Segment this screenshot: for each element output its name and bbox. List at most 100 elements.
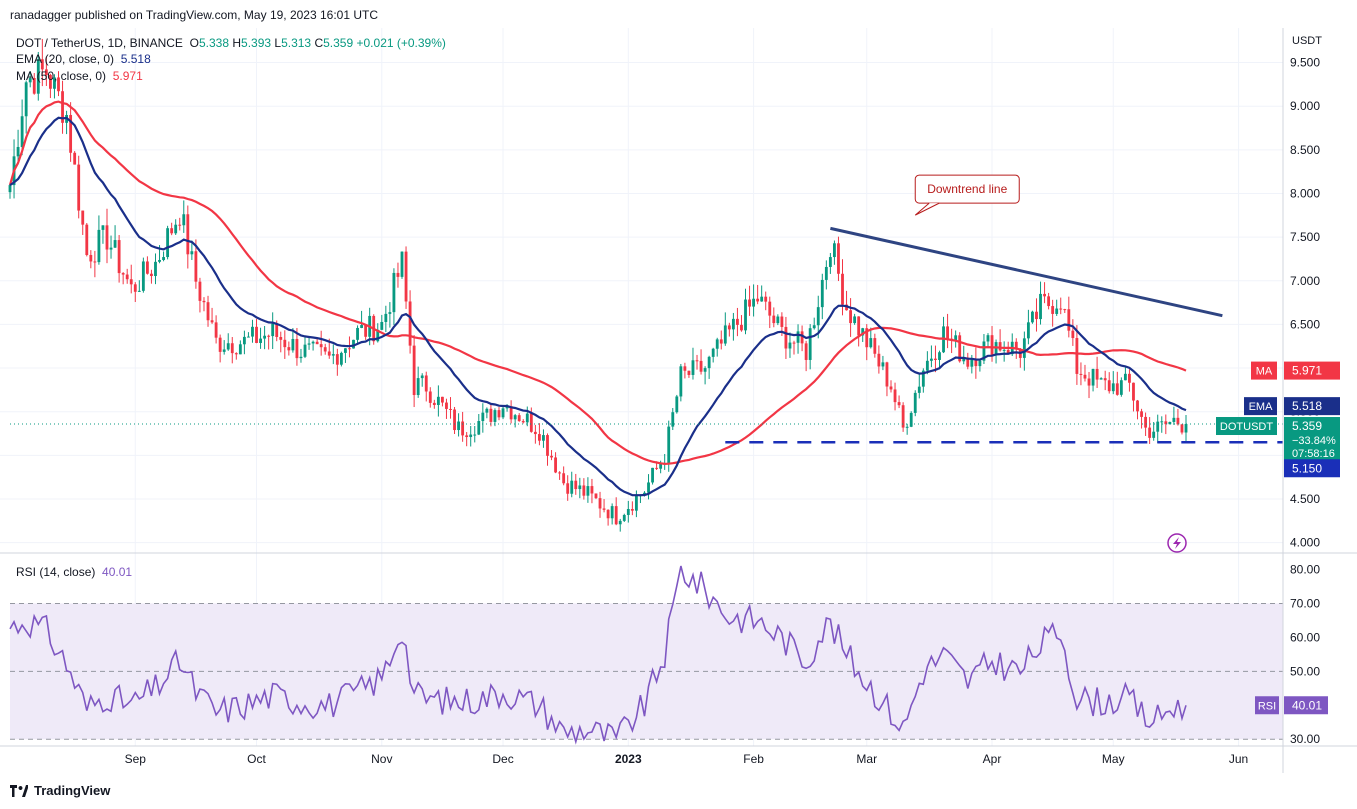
candle-body <box>752 298 756 307</box>
candle-body <box>1002 349 1006 351</box>
candle-body <box>1087 378 1091 386</box>
candle-body <box>703 368 707 372</box>
candle-body <box>873 338 877 354</box>
rsi-tick-label: 80.00 <box>1290 563 1320 577</box>
open-value: 5.338 <box>198 36 229 50</box>
axes: 4.0004.5005.0005.5006.0006.5007.0007.500… <box>0 28 1357 773</box>
candle-body <box>259 338 262 343</box>
candle-body <box>542 435 545 441</box>
candle-body <box>24 82 28 117</box>
candle-body <box>679 366 683 397</box>
candle-body <box>420 375 424 379</box>
footer-brand[interactable]: TradingView <box>10 783 110 798</box>
candle-body <box>396 272 400 277</box>
candle-body <box>477 421 481 435</box>
price-panel: Downtrend line <box>8 38 1283 532</box>
rsi-badge-value: 40.01 <box>1292 698 1322 712</box>
last-price-badge-tag-text: DOTUSDT <box>1220 421 1273 433</box>
candle-body <box>424 375 428 392</box>
candle-body <box>319 344 323 348</box>
candle-body <box>517 415 521 422</box>
candle-body <box>804 343 808 360</box>
low-label: L <box>274 36 282 50</box>
candle-body <box>449 408 452 410</box>
candle-body <box>772 315 776 324</box>
candle-body <box>727 325 731 330</box>
candle-body <box>509 406 513 420</box>
candle-body <box>1152 431 1156 438</box>
rsi-line <box>9 565 1187 745</box>
candle-body <box>537 434 541 441</box>
candle-body <box>194 251 198 282</box>
candle-body <box>469 434 473 438</box>
candle-body <box>1168 421 1172 425</box>
candle-body <box>824 266 828 280</box>
candle-body <box>667 426 671 464</box>
candle-body <box>125 274 129 280</box>
candle-body <box>36 59 40 94</box>
candle-body <box>1180 424 1184 433</box>
candle-body <box>121 273 125 275</box>
candle-body <box>1119 380 1123 395</box>
ma-badge-tag <box>1251 361 1277 380</box>
candle-body <box>230 343 234 354</box>
candle-body <box>198 281 202 301</box>
candle-body <box>998 342 1002 351</box>
candle-body <box>352 339 355 349</box>
candle-body <box>331 354 335 356</box>
candle-body <box>925 360 929 371</box>
callout-pointer <box>914 202 940 216</box>
ema-badge-tag-text: EMA <box>1249 401 1274 413</box>
open-label: O <box>189 36 199 50</box>
candle-body <box>966 357 970 367</box>
candle-body <box>574 480 578 490</box>
candle-body <box>279 337 283 340</box>
date-tick-label: Sep <box>125 752 147 766</box>
legend-symbol-row: DOT / TetherUS, 1D, BINANCE O5.338 H5.39… <box>16 36 446 50</box>
candle-body <box>578 485 582 490</box>
candle-body <box>550 455 553 458</box>
candle-body <box>1136 400 1139 412</box>
candle-body <box>489 408 493 422</box>
candle-body <box>731 318 735 330</box>
candle-body <box>408 301 412 346</box>
candle-body <box>222 349 226 352</box>
candle-body <box>626 509 630 515</box>
date-tick-label: Apr <box>983 752 1002 766</box>
candle-body <box>1039 293 1042 320</box>
ma-value: 5.971 <box>112 69 143 83</box>
candle-body <box>141 261 145 291</box>
rsi-panel <box>9 565 1283 745</box>
candle-body <box>436 396 440 405</box>
candle-body <box>8 185 12 193</box>
candle-body <box>327 351 331 356</box>
candle-body <box>218 337 222 352</box>
rsi-badge-tag <box>1255 696 1279 715</box>
candle-body <box>675 396 679 413</box>
candle-body <box>267 335 271 337</box>
rsi-band <box>10 603 1283 740</box>
candle-body <box>974 359 978 367</box>
candle-body <box>392 272 396 313</box>
candle-body <box>546 435 549 456</box>
candle-body <box>404 251 408 302</box>
candle-body <box>521 421 525 423</box>
candle-body <box>162 257 165 260</box>
price-tick-label: 4.500 <box>1290 492 1320 506</box>
candle-body <box>529 413 533 432</box>
chart-canvas[interactable]: Downtrend line 4.0004.5005.0005.5006.000… <box>0 28 1357 783</box>
candle-body <box>61 91 64 123</box>
candle-body <box>606 509 610 519</box>
candle-body <box>562 473 566 484</box>
candle-body <box>671 412 675 427</box>
candle-body <box>986 335 990 342</box>
candle-body <box>788 342 792 349</box>
candle-body <box>89 254 93 262</box>
ema-badge-value-box <box>1284 397 1340 416</box>
candle-body <box>1184 424 1188 433</box>
change-value: +0.021 (+0.39%) <box>356 36 446 50</box>
candle-body <box>982 341 986 361</box>
candle-body <box>598 498 602 509</box>
candle-body <box>736 318 739 325</box>
candle-body <box>901 405 905 428</box>
